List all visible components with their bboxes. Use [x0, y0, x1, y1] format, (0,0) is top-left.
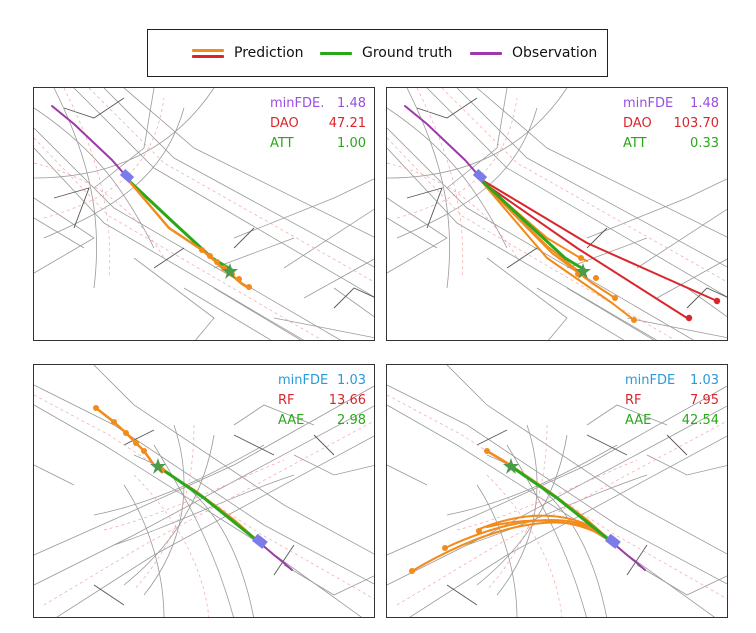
legend-item-prediction: Prediction [192, 30, 304, 76]
metric-row-att: ATT 0.33 [623, 134, 719, 154]
legend-item-observation: Observation [470, 30, 597, 76]
metric-name: DAO [623, 116, 652, 131]
metric-row-rf: RF 13.66 [278, 391, 366, 411]
prediction-swatch-icon [192, 47, 224, 59]
metric-name: AAE [625, 413, 652, 428]
legend-label-prediction: Prediction [234, 45, 304, 61]
legend-item-ground-truth: Ground truth [320, 30, 452, 76]
metric-row-dao: DAO 103.70 [623, 114, 719, 134]
metric-value: 7.95 [690, 393, 719, 408]
metric-value: 1.03 [337, 373, 366, 388]
legend-label-ground-truth: Ground truth [362, 45, 453, 61]
metric-value: 103.70 [673, 116, 720, 131]
scenario-panel-top-left: minFDE. 1.48 DAO 47.21 ATT 1.00 [33, 87, 375, 341]
metric-name: RF [278, 393, 295, 408]
metric-name: minFDE [625, 373, 676, 388]
metric-row-minfde: minFDE 1.48 [623, 94, 719, 114]
metric-value: 1.48 [690, 96, 719, 111]
observation-swatch-icon [470, 47, 502, 59]
metric-row-aae: AAE 42.54 [625, 411, 719, 431]
scenario-panel-bottom-left: minFDE 1.03 RF 13.66 AAE 2.98 [33, 364, 375, 618]
road-map-bottom-left [34, 365, 374, 617]
road-map-top-left [34, 88, 374, 340]
road-map-top-right [387, 88, 727, 340]
scenario-panel-top-right: minFDE 1.48 DAO 103.70 ATT 0.33 [386, 87, 728, 341]
metric-value: 1.03 [690, 373, 719, 388]
metric-name: ATT [270, 136, 294, 151]
legend-label-observation: Observation [512, 45, 598, 61]
metric-row-minfde: minFDE. 1.48 [270, 94, 366, 114]
metric-row-rf: RF 7.95 [625, 391, 719, 411]
road-map-bottom-right [387, 365, 727, 617]
metric-row-att: ATT 1.00 [270, 134, 366, 154]
metric-name: AAE [278, 413, 305, 428]
ground-truth-swatch-icon [320, 47, 352, 59]
metric-row-aae: AAE 2.98 [278, 411, 366, 431]
metric-name: minFDE [623, 96, 674, 111]
metric-row-dao: DAO 47.21 [270, 114, 366, 134]
metric-value: 42.54 [681, 413, 719, 428]
metric-name: RF [625, 393, 642, 408]
metric-name: minFDE. [270, 96, 325, 111]
metric-row-minfde: minFDE 1.03 [625, 371, 719, 391]
metric-value: 2.98 [337, 413, 366, 428]
legend-box: Prediction Ground truth Observation [147, 29, 608, 77]
metric-name: DAO [270, 116, 299, 131]
metric-value: 47.21 [328, 116, 366, 131]
metric-value: 13.66 [328, 393, 366, 408]
metric-name: ATT [623, 136, 647, 151]
metric-value: 1.00 [337, 136, 366, 151]
metric-name: minFDE [278, 373, 329, 388]
scenario-panel-bottom-right: minFDE 1.03 RF 7.95 AAE 42.54 [386, 364, 728, 618]
metric-value: 1.48 [337, 96, 366, 111]
metric-value: 0.33 [690, 136, 719, 151]
metric-row-minfde: minFDE 1.03 [278, 371, 366, 391]
